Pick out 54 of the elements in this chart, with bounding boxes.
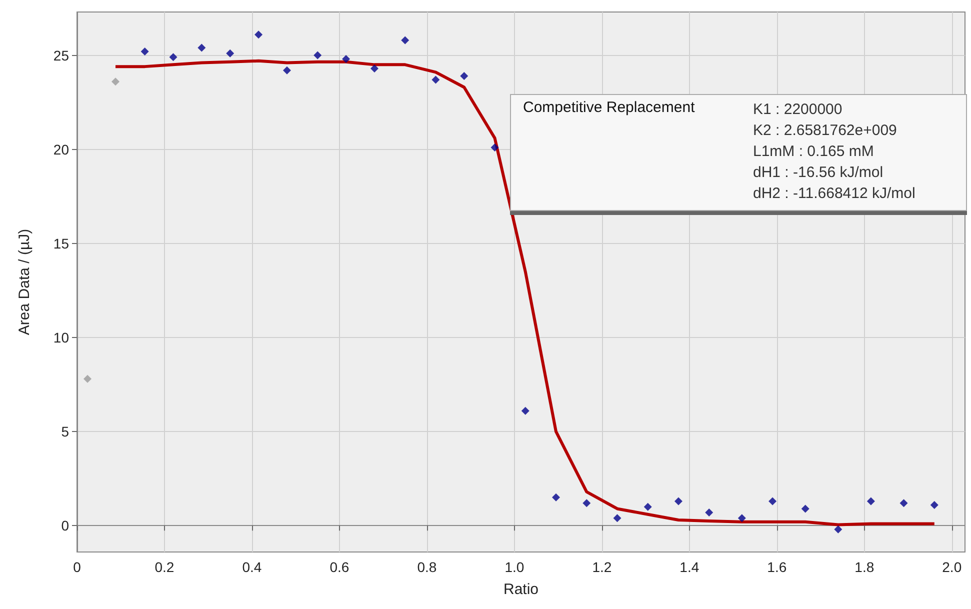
annotation: Competitive Replacement [522, 99, 696, 118]
point [490, 143, 499, 152]
point [521, 406, 530, 415]
point [342, 55, 350, 64]
point [140, 48, 149, 56]
point [801, 504, 810, 513]
point [111, 78, 120, 86]
x-tick-label: 0.6 [330, 559, 350, 575]
point [282, 66, 291, 74]
point [768, 497, 777, 506]
point [552, 493, 560, 502]
point [900, 499, 908, 508]
point [198, 44, 206, 52]
y-tick-label: 10 [53, 330, 70, 346]
point [613, 514, 622, 522]
point [226, 49, 234, 58]
y-tick-label: 15 [53, 235, 70, 252]
y-tick-label: 25 [53, 47, 70, 64]
x-axis-title: Ratio [503, 581, 539, 598]
annotation: dH2 : -11.668412 kJ/mol [753, 184, 916, 204]
x-tick-label: 0.8 [417, 559, 437, 575]
x-tick-label: 0.2 [154, 559, 174, 575]
point [644, 502, 652, 511]
x-tick-label: 1.6 [767, 559, 787, 575]
point [401, 36, 410, 44]
x-tick-label: 2.0 [942, 559, 962, 575]
point [460, 72, 468, 80]
annotation: dH1 : -16.56 kJ/mol [753, 163, 884, 183]
point [834, 525, 842, 534]
point [738, 514, 746, 522]
point [169, 53, 178, 62]
y-tick-label: 0 [61, 518, 70, 534]
x-tick-label: 1.0 [504, 559, 524, 575]
point [254, 30, 263, 39]
point [705, 508, 714, 516]
point [84, 374, 92, 383]
x-tick-label: 1.2 [592, 559, 612, 575]
y-tick-label: 5 [61, 424, 70, 440]
x-tick-label: 1.4 [680, 559, 700, 575]
point [866, 497, 875, 506]
x-tick-label: 0 [73, 559, 82, 575]
annotation: K2 : 2.6581762e+009 [753, 121, 898, 141]
point [432, 76, 440, 84]
point [930, 500, 938, 509]
x-tick-label: 0.4 [242, 559, 262, 575]
point [674, 497, 682, 506]
point [370, 64, 378, 72]
y-tick-label: 20 [53, 141, 70, 158]
point [314, 51, 322, 60]
annotation: K1 : 2200000 [753, 100, 844, 120]
y-axis-title: Area Data / (µJ) [16, 228, 33, 336]
annotation: L1mM : 0.165 mM [753, 142, 875, 162]
point [582, 499, 591, 508]
x-tick-label: 1.8 [854, 559, 874, 575]
